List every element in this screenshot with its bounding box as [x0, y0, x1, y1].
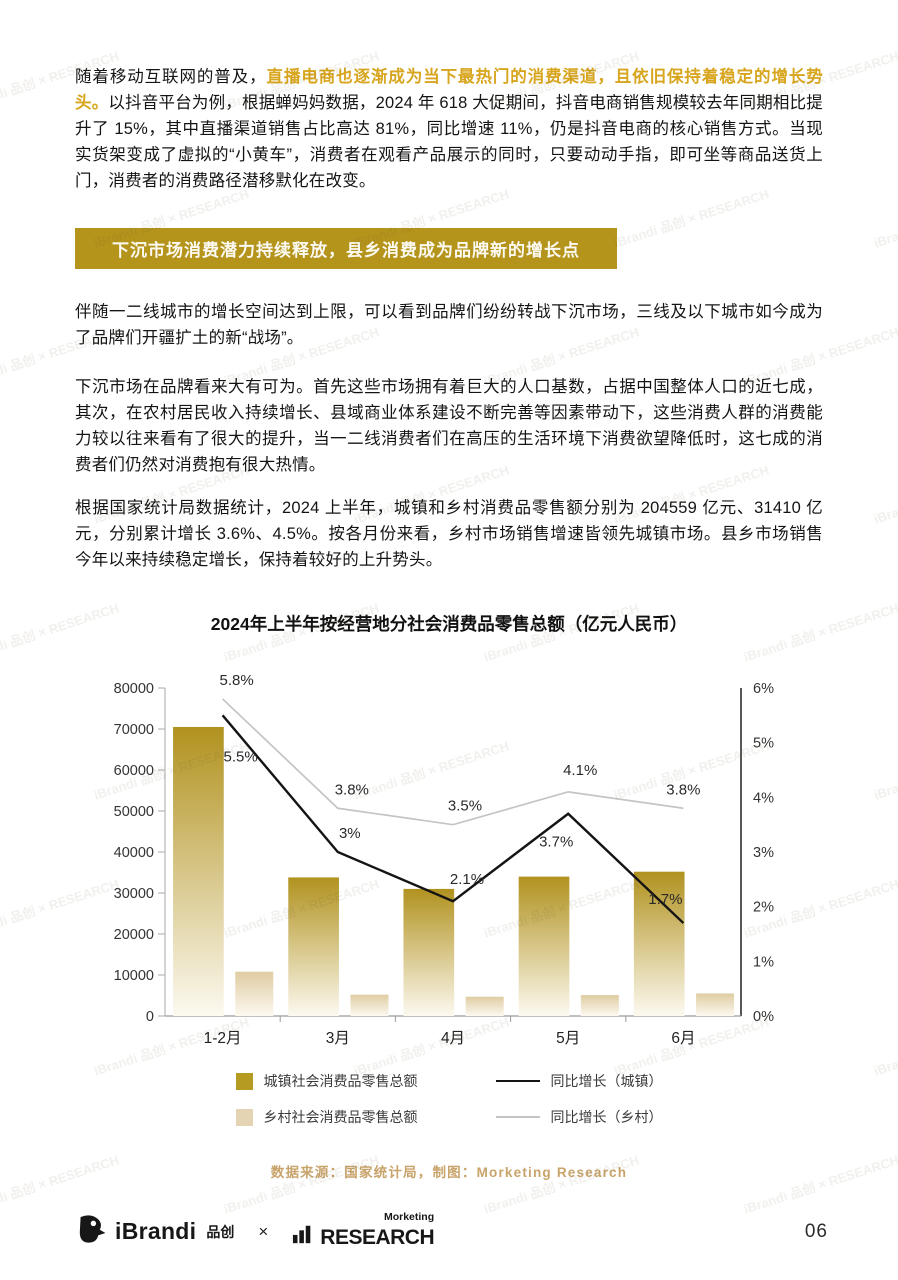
y-axis-right-label: 2%: [753, 900, 774, 916]
growth-data-label: 1.7%: [648, 891, 682, 908]
y-axis-right-label: 6%: [753, 681, 774, 697]
growth-data-label: 3.7%: [539, 834, 573, 851]
rural-retail-bar: [465, 996, 504, 1016]
town-retail-bar: [518, 876, 570, 1016]
y-axis-right-label: 3%: [753, 845, 774, 861]
y-axis-left-label: 0: [146, 1009, 154, 1025]
legend-label-rural-bars: 乡村社会消费品零售总额: [263, 1109, 418, 1125]
intro-rest: 以抖音平台为例，根据蝉妈妈数据，2024 年 618 大促期间，抖音电商销售规模…: [75, 94, 823, 190]
logo-separator: ×: [258, 1221, 269, 1241]
x-axis-category-label: 4月: [441, 1030, 465, 1047]
paragraph-market-potential: 下沉市场在品牌看来大有可为。首先这些市场拥有着巨大的人口基数，占据中国整体人口的…: [75, 378, 823, 474]
rural-retail-bar: [580, 995, 619, 1016]
town-line-swatch: [495, 1080, 540, 1082]
paragraph-intro: 随着移动互联网的普及，直播电商也逐渐成为当下最热门的消费渠道，且依旧保持着稳定的…: [75, 64, 823, 194]
footer-logos: iBrandi 品创 × Morketing RESEARCH: [75, 1211, 435, 1250]
chart-title: 2024年上半年按经营地分社会消费品零售总额（亿元人民币）: [210, 614, 688, 634]
paragraph-sinking-market: 伴随一二线城市的增长空间达到上限，可以看到品牌们纷纷转战下沉市场，三线及以下城市…: [75, 303, 823, 347]
legend-item-rural-line: 同比增长（乡村）: [495, 1107, 663, 1127]
ibrandi-wordmark: iBrandi: [115, 1218, 197, 1244]
legend-line-column: 同比增长（城镇） 同比增长（乡村）: [495, 1071, 663, 1127]
rural-growth-line: [222, 698, 684, 826]
intro-gold-highlight: 直播电商也逐渐成为当下最热门的消费渠道，且依旧保持着稳定的增长势头。: [75, 68, 823, 112]
y-axis-right-label: 0%: [753, 1009, 774, 1025]
y-axis-left-label: 60000: [114, 763, 154, 779]
growth-data-label: 5.8%: [219, 672, 253, 689]
y-axis-right-label: 1%: [753, 954, 774, 970]
page-number: 06: [804, 1220, 828, 1242]
rural-line-swatch: [495, 1116, 540, 1118]
ibrandi-logo-icon: [75, 1213, 107, 1250]
legend-item-town-line: 同比增长（城镇）: [495, 1071, 663, 1091]
rural-retail-bar: [235, 971, 274, 1016]
town-retail-bar: [633, 871, 685, 1016]
section-banner: 下沉市场消费潜力持续释放，县乡消费成为品牌新的增长点: [75, 228, 617, 269]
y-axis-right-label: 4%: [753, 790, 774, 806]
chart-legend: 城镇社会消费品零售总额 乡村社会消费品零售总额 同比增长（城镇） 同比增长（乡村…: [75, 1071, 823, 1127]
chart-svg: 0 10000 20000 30000 40000 50000 60000 70000 8000…: [114, 672, 774, 1047]
intro-lead: 随着移动互联网的普及，: [75, 68, 267, 86]
town-retail-bar: [288, 877, 339, 1016]
x-axis-category-label: 3月: [326, 1030, 350, 1047]
x-axis-category-label: 6月: [671, 1030, 695, 1047]
y-axis-right-label: 5%: [753, 736, 774, 752]
rural-retail-bar: [350, 994, 389, 1016]
legend-label-town-bars: 城镇社会消费品零售总额: [263, 1073, 418, 1089]
growth-data-label: 3.8%: [666, 781, 700, 798]
ibrandi-logo: iBrandi 品创: [75, 1213, 234, 1250]
y-axis-left-label: 80000: [114, 681, 154, 697]
town-retail-bar: [173, 726, 224, 1016]
page-footer: iBrandi 品创 × Morketing RESEARCH 06: [75, 1211, 828, 1250]
legend-item-rural-bars: 乡村社会消费品零售总额: [235, 1107, 418, 1127]
legend-label-rural-line: 同比增长（乡村）: [550, 1109, 663, 1125]
town-growth-line: [221, 714, 685, 924]
bar-chart-icon: [292, 1223, 314, 1250]
growth-data-label: 3.8%: [335, 781, 369, 798]
rural-bar-swatch: [235, 1108, 253, 1126]
y-axis-left-label: 20000: [114, 927, 154, 943]
rural-retail-bar: [696, 993, 735, 1016]
y-axis-left-label: 50000: [114, 804, 154, 820]
growth-data-label: 3.5%: [448, 798, 482, 815]
research-wordmark: RESEARCH: [320, 1226, 435, 1249]
legend-item-town-bars: 城镇社会消费品零售总额: [235, 1071, 418, 1091]
y-axis-left-label: 10000: [114, 968, 154, 984]
y-axis-left-label: 30000: [114, 886, 154, 902]
morketing-research-logo: Morketing RESEARCH: [292, 1211, 435, 1250]
ibrandi-cn-wordmark: 品创: [206, 1223, 235, 1240]
x-axis-category-label: 1-2月: [204, 1030, 242, 1047]
legend-label-town-line: 同比增长（城镇）: [550, 1073, 663, 1089]
growth-data-label: 3%: [339, 825, 361, 842]
growth-data-label: 2.1%: [450, 871, 484, 888]
legend-bar-column: 城镇社会消费品零售总额 乡村社会消费品零售总额: [235, 1071, 418, 1127]
y-axis-left-label: 70000: [114, 722, 154, 738]
growth-data-label: 5.5%: [223, 748, 257, 765]
source-note: 数据来源：国家统计局，制图：Morketing Research: [270, 1165, 628, 1180]
paragraph-nbs-data: 根据国家统计局数据统计，2024 上半年，城镇和乡村消费品零售额分别为 2045…: [75, 499, 823, 569]
town-bar-swatch: [235, 1072, 253, 1090]
x-axis-category-label: 5月: [556, 1030, 580, 1047]
growth-data-label: 4.1%: [563, 762, 597, 779]
town-retail-bar: [403, 888, 455, 1016]
morketing-script-wordmark: Morketing: [383, 1211, 435, 1223]
retail-sales-chart: 0 10000 20000 30000 40000 50000 60000 70000 8000…: [75, 652, 823, 1067]
y-axis-left-label: 40000: [114, 845, 154, 861]
